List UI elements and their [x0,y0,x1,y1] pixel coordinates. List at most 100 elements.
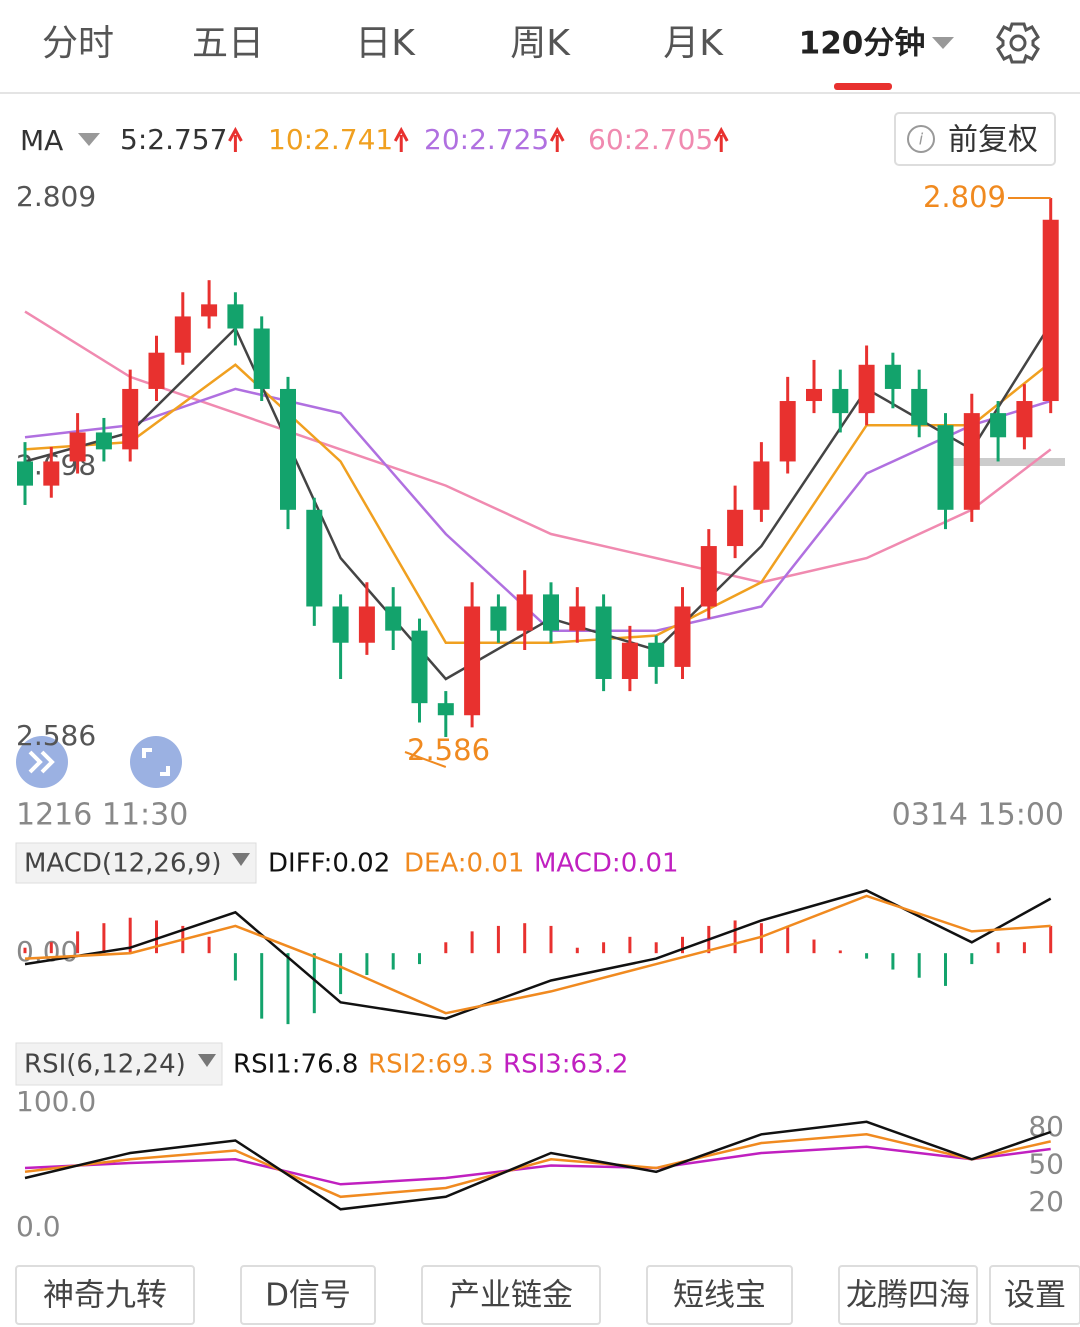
candle-body [595,606,612,679]
candle-body [148,352,165,389]
candle-body [648,642,665,667]
dropdown-arrow[interactable] [932,37,954,49]
indicator-line [24,1120,1052,1211]
candle-body [358,606,375,643]
candle-body [280,388,296,510]
toolbar-button-label[interactable]: 产业链金 [449,1278,573,1314]
info-icon-i: i [919,130,924,149]
fullscreen-button[interactable] [130,736,182,788]
candle-body [464,606,481,716]
candle-body [411,630,428,704]
candle-body [621,642,638,679]
info-icon [907,125,935,153]
toolbar-button-label[interactable]: 神奇九转 [43,1278,167,1314]
rsi-tick-label: 0.0 [16,1210,61,1243]
low-pointer [404,751,447,768]
up-arrow [393,126,409,152]
candle-body [858,364,875,414]
active-tab-indicator [834,83,892,90]
start-time: 1216 11:30 [16,798,188,833]
rsi-readout: RSI3:63.2 [503,1050,628,1080]
macd-dropdown-arrow[interactable] [232,853,250,866]
candle-body [937,425,954,510]
rsi-selector-label[interactable]: RSI(6,12,24) [24,1050,186,1080]
candle-body [543,594,559,631]
toolbar-button[interactable] [240,1265,376,1325]
ma-value: 10:2.741 [268,123,393,156]
macd-selector-label[interactable]: MACD(12,26,9) [24,849,221,879]
toolbar-button-label[interactable]: 设置 [1004,1278,1066,1314]
ma-label[interactable]: MA [20,124,63,157]
ma-dropdown-arrow[interactable] [78,133,100,146]
candle-body [17,461,33,486]
candle-body [674,606,691,667]
y-tick-label: 2.586 [16,719,96,752]
low-label: 2.586 [407,733,490,767]
candle-body [437,703,454,716]
indicator-line [24,361,1052,644]
ma-value: 5:2.757 [120,123,227,156]
candle-body [569,606,586,631]
settings-gear[interactable] [996,22,1040,64]
rsi-dropdown-arrow[interactable] [198,1054,216,1067]
candle-body [69,432,86,462]
candle-body [122,388,139,450]
macd-selector[interactable] [15,842,257,884]
rsi-selector[interactable] [15,1042,223,1086]
ma-value: 20:2.725 [424,123,549,156]
candle-body [332,606,349,643]
rsi-readout: RSI1:76.8 [233,1050,358,1080]
candle-body [884,364,901,389]
y-tick-label: 2.809 [16,180,96,213]
candle-body [727,509,744,547]
candle-body [911,388,928,426]
indicator-line [24,1145,1051,1186]
candle-body [832,388,849,414]
candle-body [753,461,770,510]
candle-body [227,304,244,329]
rsi-right-tick-label: 50 [1028,1148,1064,1181]
toolbar-button[interactable] [646,1265,793,1325]
expand-button[interactable] [16,736,68,788]
candle-body [95,432,112,450]
candle-body [306,509,323,607]
tab[interactable]: 月K [663,23,724,64]
toolbar-button-label[interactable]: D信号 [265,1278,351,1314]
ma-value: 60:2.705 [588,123,713,156]
tab[interactable]: 五日 [192,23,264,64]
indicator-line [24,1133,1051,1199]
candle-body [779,401,796,462]
toolbar-button[interactable] [838,1265,978,1325]
candle-body [1042,219,1059,402]
end-time: 0314 15:00 [892,798,1064,833]
indicator-line [24,894,1051,1015]
fq-button-label[interactable]: 前复权 [948,123,1038,158]
tab[interactable]: 周K [510,23,571,64]
candle-body [43,461,60,486]
toolbar-button[interactable] [989,1265,1080,1325]
candle-body [490,606,507,631]
macd-readout: DEA:0.01 [404,849,524,879]
candle-body [174,316,191,353]
toolbar-button-label[interactable]: 龙腾四海 [846,1278,970,1314]
toolbar-button[interactable] [15,1265,195,1325]
tab[interactable]: 分时 [42,23,114,64]
up-arrow [549,126,565,152]
high-label: 2.809 [923,180,1006,214]
toolbar-button[interactable] [421,1265,601,1325]
candle-body [806,388,822,402]
toolbar-button-label[interactable]: 短线宝 [673,1278,766,1314]
rsi-tick-label: 100.0 [16,1085,96,1118]
fq-button[interactable] [894,112,1056,166]
rsi-right-tick-label: 20 [1028,1185,1064,1218]
rsi-readout: RSI2:69.3 [368,1050,493,1080]
candle-body [385,606,402,631]
candle-body [253,328,270,389]
tab[interactable]: 120分钟 [799,26,926,62]
tab[interactable]: 日K [355,23,416,64]
up-arrow [713,126,729,152]
macd-readout: MACD:0.01 [534,849,679,879]
candle-body [990,413,1007,438]
candle-body [963,413,980,510]
